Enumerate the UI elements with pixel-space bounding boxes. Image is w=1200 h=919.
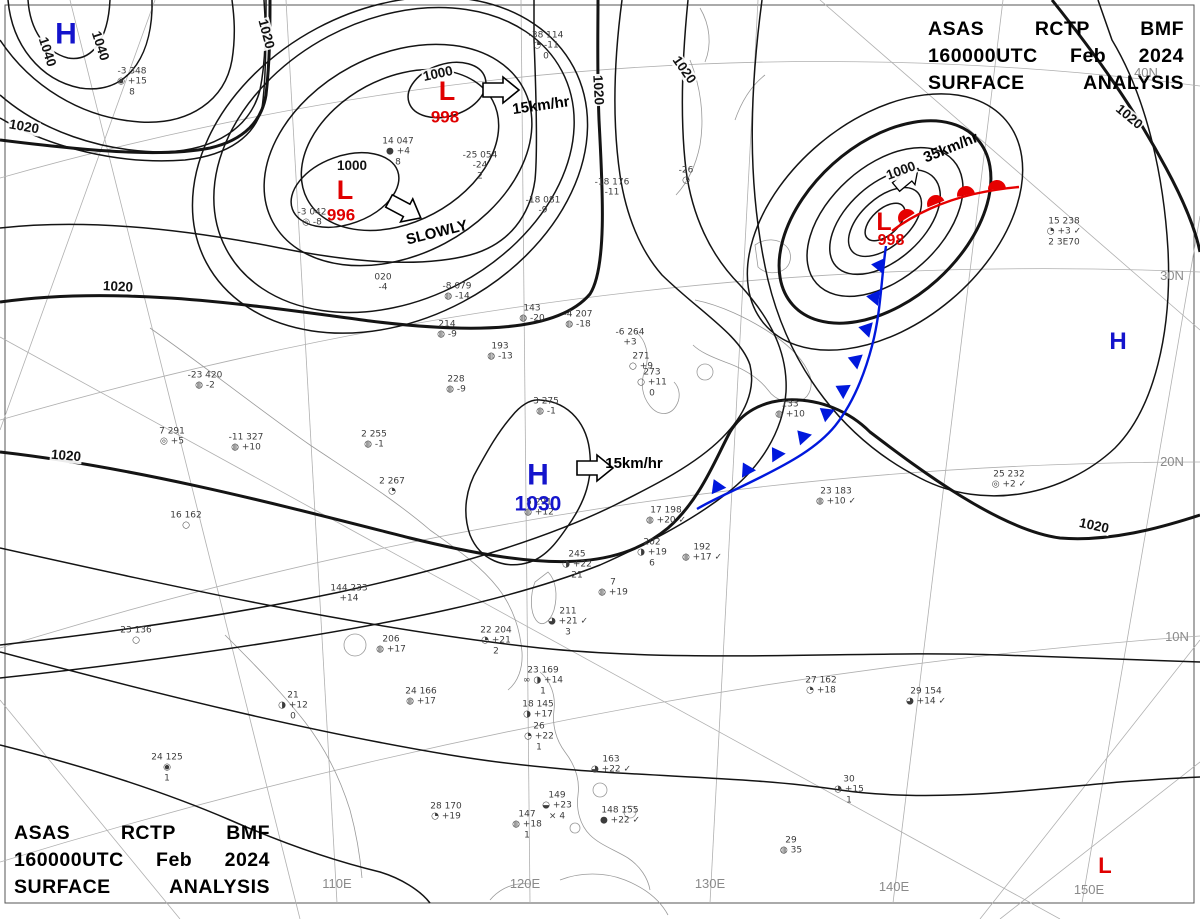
graticule-diagonal [0,699,181,919]
coast-philippines [539,671,651,891]
isobar-ring [829,168,941,276]
isobar-1020-bold [0,0,604,330]
parallel-10n [0,635,1200,863]
coast-taiwan [530,571,557,624]
cold-front-pip [835,384,851,400]
warm-front-pips [898,180,1006,223]
cold-front-pip [871,258,885,274]
meridian-110e [285,0,338,904]
warm-front-pip [927,195,945,208]
coast-korea [635,331,680,414]
meridian-150e [1081,215,1200,904]
parallel-40n [0,61,1200,179]
coast-philippine-island [623,805,637,819]
coast-primorye [675,59,703,196]
warm-front-pip [988,180,1006,190]
isobar-ring [847,186,923,258]
isobar-line [0,744,431,904]
cold-front-pip [858,322,873,338]
isobar-1020-bold [0,398,1200,564]
motion-arrow [576,453,615,483]
coast-kyushu [696,363,714,381]
cold-front-pip [797,430,812,446]
warm-front-line [891,185,1020,232]
isobar-1020-bold [0,0,272,155]
isobar-1020-bold-ring [777,119,993,325]
warm-front-pip [898,209,915,223]
graticule-diagonal [69,0,301,919]
isobar-ring [290,151,400,229]
coast-hokkaido [754,239,791,274]
chart-title-bottom-left: ASAS RCTP BMF 160000UTC Feb 2024 SURFACE… [14,820,270,901]
graticule-diagonal [999,761,1200,919]
graticule-diagonal [819,0,1200,331]
meridian-130e [709,0,759,904]
title-line-datetime: 160000UTC Feb 2024 [14,848,270,871]
meridian-140e [892,0,1004,904]
isobar-line [751,0,1170,497]
coast-hainan [343,633,367,657]
warm-front-pip [957,186,975,197]
coast-philippine-island [592,782,608,798]
cold-front-pip [866,290,881,306]
motion-arrow [384,193,422,223]
coast-philippine-island [569,822,581,834]
isobar-ring [263,43,533,267]
motion-arrow [482,75,521,105]
isobar-line [0,547,1200,663]
isobar-bold-layer [0,0,1200,564]
cold-front-pip [711,479,727,495]
isobar-line [0,0,266,153]
meridian-120e [520,0,531,904]
parallel-30n [0,268,1200,421]
isobar-line [0,0,236,123]
chart-title-top-right: ASAS RCTP BMF 160000UTC Feb 2024 SURFACE… [928,16,1184,97]
isobar-line [7,0,153,90]
front-layer [696,180,1020,511]
parallel-20n [0,461,1200,649]
isobar-ring [864,202,906,242]
coast-borneo [489,883,531,901]
coast-primorye [734,74,766,121]
isobar-line [0,651,1200,797]
title-line-type: SURFACE ANALYSIS [14,875,270,898]
coast-borneo [559,873,669,916]
motion-arrow-layer [384,75,919,483]
cold-front-pip [771,447,786,463]
isobar-ring [746,93,1024,351]
isobar-ring [300,68,500,232]
isobar-line [0,0,538,263]
title-line-datetime: 160000UTC Feb 2024 [928,44,1184,67]
meridian-100e [0,0,156,431]
cold-front-line [696,245,888,511]
isobar-ring [191,0,589,334]
isobar-ring [806,146,964,298]
coast-kamchatka [699,7,710,63]
graticule-diagonal [0,336,1061,919]
isobar-line [0,0,787,679]
title-line-product: ASAS RCTP BMF [928,18,1184,40]
coastline-layer [149,7,812,916]
title-line-type: SURFACE ANALYSIS [928,71,1184,94]
title-line-product: ASAS RCTP BMF [14,822,270,844]
cold-front-pip [847,354,863,370]
coast-china [149,327,523,691]
graticule-diagonal [979,639,1200,919]
cold-front-pip [741,462,757,478]
isobar-line [27,0,111,60]
isobar-high-1030 [465,399,592,566]
isobar-1020-bold [1050,0,1200,253]
cold-front-pips [711,258,885,495]
coast-vietnam [224,634,363,879]
isobar-ring [213,6,575,314]
cold-front-pip [819,407,835,423]
isobar-line [0,0,753,646]
